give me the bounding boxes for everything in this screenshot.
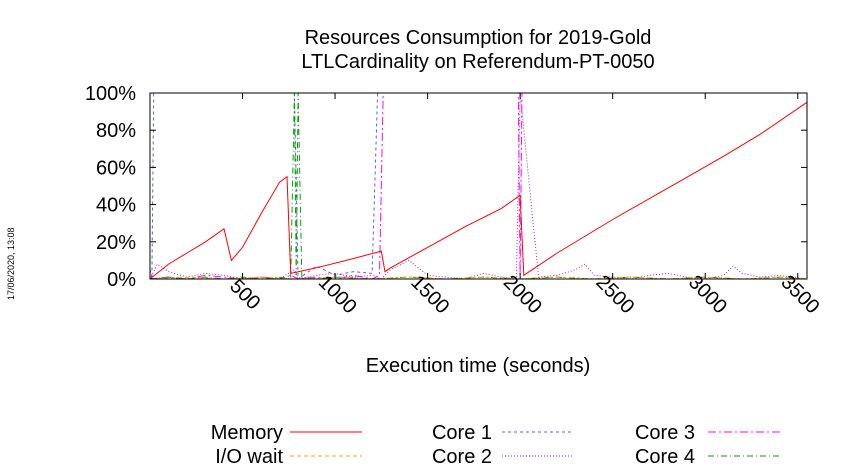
legend-label: Core 3 — [635, 422, 695, 444]
legend-label: Memory — [211, 422, 283, 444]
legend-label: Core 2 — [432, 446, 492, 468]
x-tick-label: 1500 — [406, 271, 453, 318]
y-tick-label: 60% — [96, 157, 136, 179]
series-line-core-2 — [149, 92, 808, 280]
chart-title-line-2: LTLCardinality on Referendum-PT-0050 — [301, 51, 654, 73]
series-line-core-1 — [149, 92, 807, 280]
x-tick-label: 500 — [225, 275, 264, 314]
legend-label: Core 4 — [635, 446, 695, 468]
series-line-memory — [149, 101, 808, 280]
x-tick-label: 3500 — [776, 271, 823, 318]
x-axis-label: Execution time (seconds) — [366, 355, 591, 377]
series-line-core-4 — [149, 92, 808, 280]
chart-title-line-1: Resources Consumption for 2019-Gold — [305, 27, 652, 49]
y-tick-label: 100% — [85, 83, 136, 105]
legend-label: Core 1 — [432, 422, 492, 444]
plot-area — [149, 92, 808, 280]
series-line-core-3 — [149, 92, 807, 280]
axis-ticks: 0%20%40%60%80%100%500 1000 1500 2000 2500 300… — [85, 83, 824, 318]
y-tick-label: 80% — [96, 120, 136, 142]
y-tick-label: 40% — [96, 195, 136, 217]
series-layer — [149, 92, 808, 280]
legend-label: I/O wait — [215, 446, 283, 468]
chart-title: Resources Consumption for 2019-Gold LTLC… — [301, 27, 654, 73]
y-tick-label: 20% — [96, 232, 136, 254]
y-tick-label: 0% — [107, 269, 136, 291]
